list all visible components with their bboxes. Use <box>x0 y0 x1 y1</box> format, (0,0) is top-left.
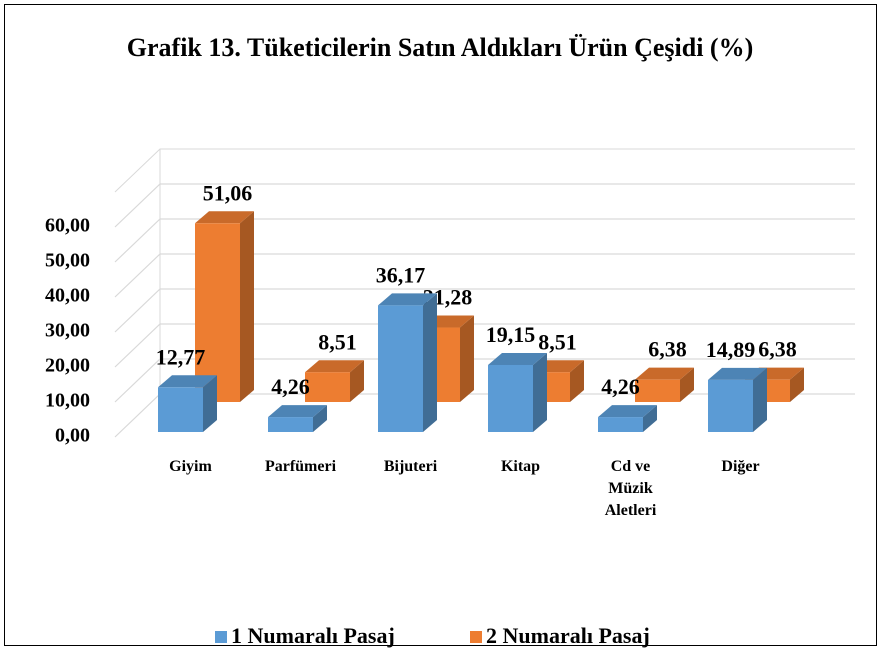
data-label: 8,51 <box>318 329 357 354</box>
x-tick-label: Kitap <box>500 458 541 475</box>
bar-side <box>680 367 694 402</box>
bar-side <box>460 315 474 402</box>
x-tick-label: Giyim <box>169 458 212 475</box>
bar-top <box>268 405 327 418</box>
bar <box>305 372 350 402</box>
y-tick-label: 30,00 <box>45 320 90 342</box>
x-tick-label: Parfümeri <box>264 458 337 475</box>
bar-top <box>708 367 767 380</box>
bar <box>268 417 313 432</box>
y-tick-label: 10,00 <box>45 390 90 412</box>
chart-border <box>4 4 877 646</box>
y-tick-label: 60,00 <box>45 215 90 237</box>
bar-top <box>635 367 694 380</box>
bar-top <box>378 293 437 306</box>
bar-side <box>313 405 327 432</box>
legend-label: 2 Numaralı Pasaj <box>486 623 650 648</box>
x-tick-label: Cd ve Müzik Aletleri <box>604 458 657 519</box>
bar-side <box>570 360 584 402</box>
data-label: 8,51 <box>538 329 577 354</box>
data-label: 14,89 <box>706 337 756 362</box>
bar <box>158 387 203 432</box>
bar-side <box>533 352 547 432</box>
bar-top <box>158 375 217 388</box>
data-label: 36,17 <box>376 262 426 287</box>
bar-top <box>598 405 657 418</box>
bar-group <box>378 293 437 432</box>
bar-group <box>158 375 217 432</box>
bar-group <box>268 405 327 432</box>
legend-label: 1 Numaralı Pasaj <box>231 623 395 648</box>
bar <box>708 379 753 432</box>
data-label: 19,15 <box>486 322 536 347</box>
data-label: 4,26 <box>601 374 640 399</box>
bar-group <box>708 367 767 432</box>
bar-group <box>488 352 547 432</box>
y-tick-label: 0,00 <box>55 425 90 447</box>
bar-top <box>488 352 547 365</box>
y-tick-label: 50,00 <box>45 250 90 272</box>
bar-group <box>598 405 657 432</box>
data-label: 51,06 <box>203 180 253 205</box>
data-label: 6,38 <box>648 337 687 362</box>
data-label: 12,77 <box>156 344 206 369</box>
bar <box>195 223 240 402</box>
data-label: 6,38 <box>758 337 797 362</box>
bar-side <box>753 367 767 432</box>
legend-swatch <box>470 631 482 643</box>
bar-side <box>423 293 437 432</box>
bar-side <box>203 375 217 432</box>
bar-group <box>635 367 694 402</box>
data-label: 4,26 <box>271 374 310 399</box>
bar-group <box>195 211 254 402</box>
bar-group <box>305 360 364 402</box>
bar <box>635 379 680 402</box>
wall-top <box>114 148 855 193</box>
bar-top <box>305 360 364 373</box>
bar <box>598 417 643 432</box>
y-tick-label: 40,00 <box>45 285 90 307</box>
x-tick-label: Diğer <box>721 458 760 475</box>
chart-title: Grafik 13. Tüketicilerin Satın Aldıkları… <box>126 33 754 62</box>
bar-side <box>790 367 804 402</box>
y-tick-label: 20,00 <box>45 355 90 377</box>
bar-side <box>350 360 364 402</box>
bar-top <box>195 211 254 224</box>
bar-side <box>240 211 254 402</box>
bar <box>378 305 423 432</box>
legend-swatch <box>215 631 227 643</box>
x-tick-label: Bijuteri <box>383 458 438 475</box>
bar-side <box>643 405 657 432</box>
bar <box>488 364 533 432</box>
